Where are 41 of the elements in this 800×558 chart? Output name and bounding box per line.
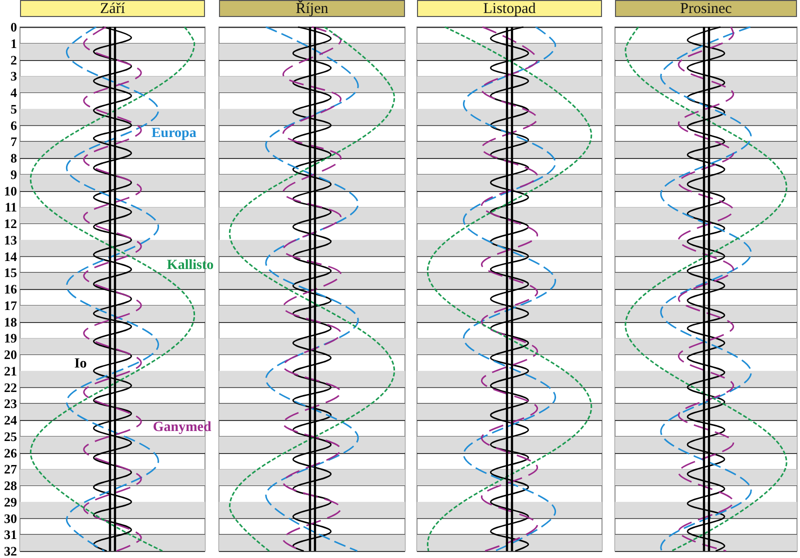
y-tick-label: 30 <box>4 510 17 526</box>
y-tick-label: 8 <box>10 150 18 166</box>
y-tick-label: 23 <box>4 396 18 412</box>
y-tick-label: 29 <box>4 494 18 510</box>
chart-title: Prosinec <box>615 0 797 17</box>
series-label: Io <box>74 356 87 372</box>
y-tick-label: 27 <box>4 462 18 477</box>
y-tick-label: 4 <box>10 85 18 100</box>
y-tick-label: 17 <box>4 298 18 313</box>
series-label: Europa <box>151 126 196 141</box>
y-tick-label: 31 <box>4 527 17 542</box>
series-label: Ganymed <box>152 420 212 436</box>
chart-title: Říjen <box>219 0 405 17</box>
y-tick-label: 13 <box>4 232 18 248</box>
y-tick-label: 10 <box>4 183 17 198</box>
y-tick-label: 9 <box>10 166 18 182</box>
series-label: Kallisto <box>166 258 214 274</box>
y-tick-label: 28 <box>4 478 18 493</box>
y-tick-label: 5 <box>10 101 18 116</box>
y-tick-label: 16 <box>4 282 18 296</box>
y-tick-label: 11 <box>4 200 17 215</box>
y-tick-label: 20 <box>4 347 17 362</box>
y-tick-label: 2 <box>10 52 17 68</box>
y-tick-label: 1 <box>10 36 17 51</box>
y-tick-label: 26 <box>4 445 18 460</box>
y-tick-label: 0 <box>10 20 17 34</box>
y-tick-label: 15 <box>4 265 18 280</box>
y-tick-label: 19 <box>4 330 18 346</box>
y-tick-label: 7 <box>10 134 18 150</box>
y-tick-label: 14 <box>4 248 18 264</box>
y-tick-label: 25 <box>4 428 18 444</box>
y-tick-label: 12 <box>4 216 17 231</box>
y-tick-label: 6 <box>10 118 18 133</box>
chart-title: Listopad <box>417 0 602 17</box>
y-tick-label: 24 <box>4 412 18 428</box>
chart-title: Září <box>20 0 205 17</box>
y-tick-label: 3 <box>10 68 18 84</box>
y-tick-label: 22 <box>4 380 17 395</box>
y-tick-label: 21 <box>4 363 17 378</box>
y-tick-label: 18 <box>4 314 18 330</box>
y-tick-label: 32 <box>4 544 17 558</box>
